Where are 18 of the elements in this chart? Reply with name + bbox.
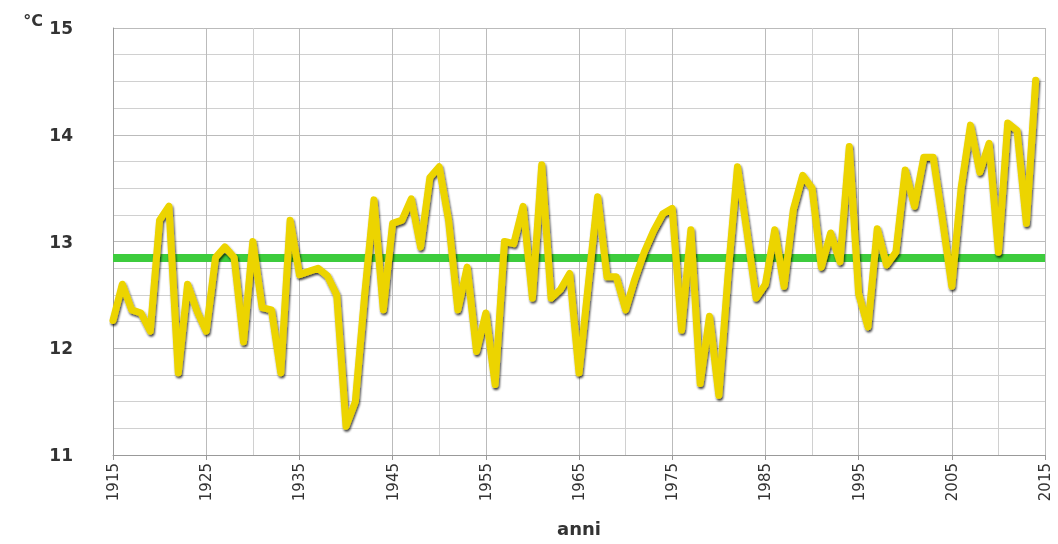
x-tick-label: 2005 [942,463,961,502]
x-tick-label: 1955 [476,463,495,502]
x-tick-label: 1975 [663,463,682,502]
x-tick-label: 1925 [197,463,216,502]
x-tick-label: 1965 [570,463,588,502]
y-tick-label: 13 [49,231,73,252]
y-tick-label: 14 [49,124,74,145]
x-tick-label: 1915 [104,463,122,502]
x-tick-label: 1985 [756,463,775,502]
x-tick-label: 2015 [1036,463,1054,502]
x-tick-label: 1945 [383,463,402,502]
y-tick-label: 11 [49,445,73,465]
y-axis-title: °C [23,10,43,30]
y-tick-label: 12 [49,338,73,359]
y-tick-label: 15 [49,18,73,38]
x-tick-label: 1995 [849,463,868,502]
x-tick-label: 1935 [290,463,309,502]
x-axis-title: anni [557,517,601,539]
